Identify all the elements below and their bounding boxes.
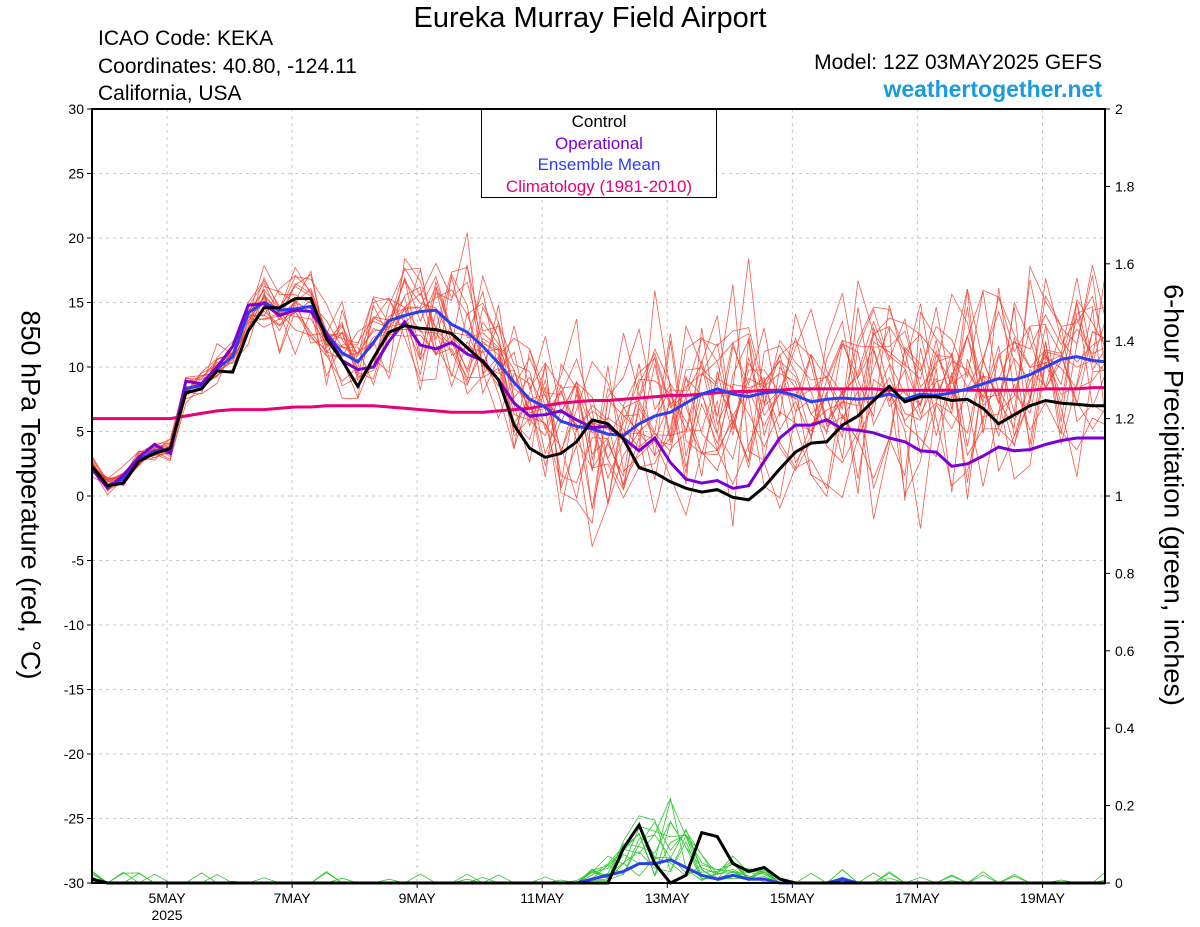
y-right-tick-label: 1 <box>1115 488 1123 504</box>
member-temp-line <box>91 264 1106 500</box>
chart-title: Eureka Murray Field Airport <box>413 2 767 34</box>
y-left-tick-label: -5 <box>72 553 85 569</box>
y-right-tick-label: 1.6 <box>1115 256 1135 272</box>
y-right-tick-label: 1.2 <box>1115 411 1135 427</box>
y-left-tick-label: -30 <box>64 875 84 891</box>
x-tick-label: 11MAY <box>520 890 564 906</box>
y-right-tick-label: 0.2 <box>1115 798 1135 814</box>
y-left-tick-label: 5 <box>76 424 84 440</box>
member-temp-line <box>91 266 1106 527</box>
legend-climatology: Climatology (1981-2010) <box>505 176 693 196</box>
y-left-tick-label: 0 <box>76 488 84 504</box>
y-left-tick-label: -10 <box>64 617 84 633</box>
main-series-lines <box>90 297 1106 885</box>
y-right-tick-label: 0.6 <box>1115 643 1135 659</box>
model-run: Model: 12Z 03MAY2025 GEFS <box>814 51 1102 74</box>
precip-member-lines <box>91 797 1106 884</box>
y-right-tick-label: 0.8 <box>1115 565 1135 581</box>
region: California, USA <box>98 82 242 105</box>
y-right-tick-label: 0.4 <box>1115 720 1135 736</box>
member-temp-line <box>91 232 1106 529</box>
site-link[interactable]: weathertogether.net <box>883 76 1102 102</box>
y-axis-right-label: 6-hour Precipitation (green, inches) <box>1158 284 1189 706</box>
member-precip-line <box>91 833 1105 884</box>
ensemble-member-lines <box>91 232 1106 548</box>
x-tick-label: 5MAY <box>148 890 186 906</box>
y-left-tick-label: 25 <box>68 166 84 182</box>
x-tick-label: 7MAY <box>274 890 312 906</box>
axis-ticks: 302520151050-5-10-15-20-25-3021.81.61.41… <box>64 101 1135 923</box>
operational-line <box>90 302 1105 491</box>
member-precip-line <box>91 821 1105 884</box>
x-tick-label: 9MAY <box>399 890 437 906</box>
y-left-tick-label: -25 <box>64 811 84 827</box>
chart-legend: Control Operational Ensemble Mean Climat… <box>481 109 717 198</box>
y-left-tick-label: 10 <box>68 359 84 375</box>
y-left-tick-label: 30 <box>68 101 84 117</box>
legend-operational: Operational <box>555 133 643 153</box>
member-temp-line <box>91 270 1106 491</box>
climatology-line <box>92 386 1105 421</box>
control-line <box>90 297 1105 502</box>
y-left-tick-label: 15 <box>68 295 84 311</box>
member-temp-line <box>91 268 1106 504</box>
y-right-tick-label: 0 <box>1115 875 1123 891</box>
legend-ensemble-mean: Ensemble Mean <box>537 155 661 174</box>
grid-lines <box>92 109 1105 883</box>
y-left-tick-label: 20 <box>68 230 84 246</box>
y-axis-left-label: 850 hPa Temperature (red, °C) <box>15 310 46 680</box>
y-left-tick-label: -20 <box>64 746 84 762</box>
x-tick-label: 13MAY <box>645 890 691 906</box>
x-tick-label: 17MAY <box>895 890 941 906</box>
legend-control: Control <box>571 112 627 131</box>
y-left-tick-label: -15 <box>64 682 84 698</box>
x-tick-label: 15MAY <box>770 890 816 906</box>
y-right-tick-label: 1.8 <box>1115 178 1135 194</box>
coordinates: Coordinates: 40.80, -124.11 <box>98 55 357 78</box>
x-tick-sublabel: 2025 <box>151 907 182 923</box>
member-temp-line <box>91 278 1106 499</box>
y-right-tick-label: 2 <box>1115 101 1123 117</box>
y-right-tick-label: 1.4 <box>1115 333 1135 349</box>
icao-code: ICAO Code: KEKA <box>98 27 274 50</box>
x-tick-label: 19MAY <box>1020 890 1066 906</box>
